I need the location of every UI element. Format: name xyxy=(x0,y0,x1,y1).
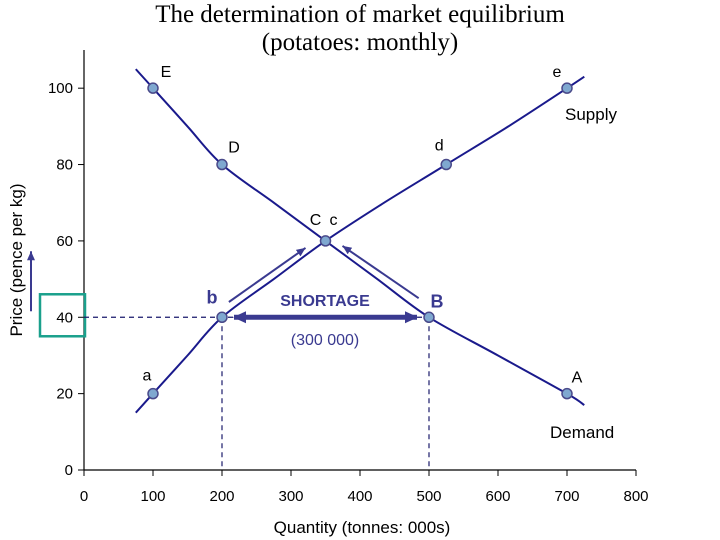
demand-point-D xyxy=(216,158,228,171)
demand-point-label-D: D xyxy=(228,140,240,157)
x-tick-label: 0 xyxy=(80,488,88,505)
supply-curve xyxy=(135,75,585,414)
y-tick-label: 80 xyxy=(56,157,73,174)
demand-curve xyxy=(135,68,585,406)
x-axis-label: Quantity (tonnes: 000s) xyxy=(274,518,451,537)
supply-point-label-d: d xyxy=(435,138,444,155)
y-tick-label: 60 xyxy=(56,233,73,250)
x-tick-label: 400 xyxy=(347,488,372,505)
x-tick-label: 600 xyxy=(485,488,510,505)
price-highlight-box xyxy=(38,293,87,338)
shortage-amount-label: (300 000) xyxy=(291,332,360,349)
y-tick-label: 20 xyxy=(56,386,73,403)
shortage-label: SHORTAGE xyxy=(280,293,370,310)
y-tick-label: 40 xyxy=(56,309,73,326)
supply-point-label-a: a xyxy=(143,368,152,385)
y-axis-label: Price (pence per kg) xyxy=(7,183,26,336)
y-tick-label: 100 xyxy=(48,80,73,97)
guide-lines xyxy=(84,316,430,470)
demand-point-E xyxy=(147,82,159,94)
curves xyxy=(135,68,585,414)
x-tick-label: 500 xyxy=(416,488,441,505)
x-tick-label: 200 xyxy=(209,488,234,505)
supply-adjustment-arrow xyxy=(228,247,307,303)
supply-point-label-b: b xyxy=(207,287,218,307)
demand-adjustment-arrow xyxy=(341,245,420,300)
annotation-arrows xyxy=(228,245,420,324)
supply-point-c xyxy=(319,235,332,247)
demand-curve-label: Demand xyxy=(550,423,614,442)
supply-curve-label: Supply xyxy=(565,105,617,124)
demand-point-A xyxy=(561,387,573,400)
x-tick-label: 100 xyxy=(140,488,165,505)
supply-point-d xyxy=(440,158,452,171)
demand-point-B xyxy=(423,311,435,324)
demand-point-label-A: A xyxy=(572,370,583,387)
chart-subtitle: (potatoes: monthly) xyxy=(262,29,459,56)
labels: a b c d e E D C B A Supply Demand SHORTAGE (300 000) xyxy=(143,64,618,442)
demand-point-label-C: C xyxy=(310,212,322,229)
supply-point-label-c: c xyxy=(330,212,338,229)
points xyxy=(147,82,573,400)
supply-point-b xyxy=(216,311,228,324)
demand-point-label-E: E xyxy=(161,64,172,81)
chart-title: The determination of market equilibrium xyxy=(155,1,565,28)
supply-point-a xyxy=(147,387,159,400)
y-tick-label: 0 xyxy=(65,462,73,479)
x-tick-label: 300 xyxy=(278,488,303,505)
x-tick-label: 800 xyxy=(623,488,648,505)
supply-point-e xyxy=(561,82,573,94)
supply-point-label-e: e xyxy=(553,64,562,81)
x-tick-label: 700 xyxy=(554,488,579,505)
demand-point-label-B: B xyxy=(431,291,444,311)
axes: 0 100 200 300 400 500 600 700 800 0 20 40 60 80 100 xyxy=(27,50,649,505)
